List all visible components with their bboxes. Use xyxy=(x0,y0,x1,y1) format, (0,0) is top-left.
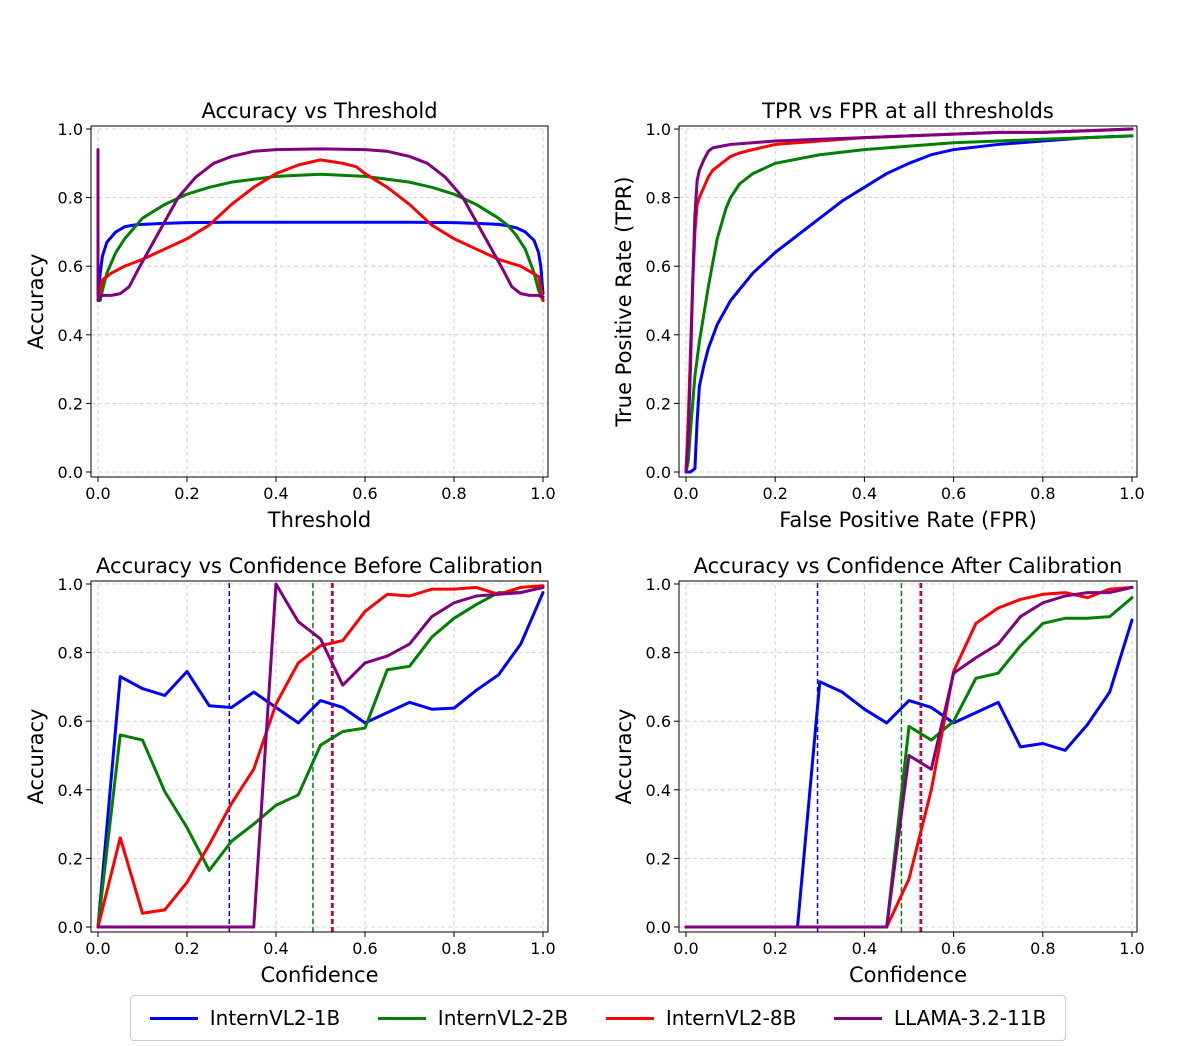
y-tick-label: 0.8 xyxy=(646,189,671,208)
legend-label: InternVL2-8B xyxy=(665,1006,797,1030)
y-tick-label: 0.4 xyxy=(646,326,671,345)
legend-entry: InternVL2-8B xyxy=(605,1006,797,1030)
x-axis-label: False Positive Rate (FPR) xyxy=(779,508,1037,532)
legend-swatch xyxy=(149,1016,198,1020)
chart-panel-1: 0.0 0.2 0.4 0.6 0.8 1.0 0.0 0.2 0.4 0.6 0.8 1.0 Accu… xyxy=(24,99,556,532)
series-line-llama-3-2-11b xyxy=(684,585,1134,929)
x-tick-label: 0.8 xyxy=(1030,939,1055,958)
x-tick-label: 0.6 xyxy=(352,484,377,503)
series-line-internvl2-8b xyxy=(96,584,545,929)
plot-area xyxy=(96,581,545,932)
chart-panel-4: 0.0 0.2 0.4 0.6 0.8 1.0 0.0 0.2 0.4 0.6 0.8 1.0 Accu… xyxy=(612,554,1145,987)
series-line-llama-3-2-11b xyxy=(96,147,545,302)
x-tick-label: 1.0 xyxy=(1119,484,1144,503)
axes-frame xyxy=(678,580,1138,933)
y-tick-label: 0.8 xyxy=(58,189,83,208)
chart-title: Accuracy vs Threshold xyxy=(201,99,437,123)
x-tick-label: 0.6 xyxy=(941,484,966,503)
y-tick-label: 0.0 xyxy=(58,918,83,937)
series-line-internvl2-2b xyxy=(96,172,545,302)
figure: 0.0 0.2 0.4 0.6 0.8 1.0 0.0 0.2 0.4 0.6 0.8 1.0 Accu… xyxy=(24,99,1145,987)
y-tick-label: 1.0 xyxy=(646,575,671,594)
x-axis-label: Confidence xyxy=(849,963,967,987)
y-tick-label: 0.2 xyxy=(58,394,83,413)
y-tick-label: 0.8 xyxy=(646,644,671,663)
x-tick-label: 1.0 xyxy=(530,939,555,958)
series-line-llama-3-2-11b xyxy=(96,582,545,929)
chart-title: Accuracy vs Confidence Before Calibratio… xyxy=(96,554,543,578)
legend-entry: InternVL2-2B xyxy=(377,1006,569,1030)
x-axis-label: Confidence xyxy=(260,963,378,987)
y-tick-label: 0.6 xyxy=(646,257,671,276)
x-tick-label: 0.0 xyxy=(673,484,698,503)
series-line-internvl2-8b xyxy=(684,127,1134,474)
plot-area xyxy=(684,127,1134,474)
y-tick-label: 0.0 xyxy=(58,463,83,482)
x-tick-label: 0.2 xyxy=(174,484,199,503)
x-tick-label: 1.0 xyxy=(530,484,555,503)
series-line-llama-3-2-11b xyxy=(684,127,1134,474)
x-tick-label: 0.8 xyxy=(1030,484,1055,503)
y-tick-label: 1.0 xyxy=(646,120,671,139)
legend-entry: LLAMA-3.2-11B xyxy=(833,1006,1047,1030)
y-axis-label: Accuracy xyxy=(24,709,48,805)
legend-label: InternVL2-1B xyxy=(209,1006,341,1030)
chart-panel-3: 0.0 0.2 0.4 0.6 0.8 1.0 0.0 0.2 0.4 0.6 0.8 1.0 Accu… xyxy=(24,554,556,987)
y-tick-label: 0.4 xyxy=(58,781,83,800)
x-tick-label: 0.0 xyxy=(673,939,698,958)
y-tick-label: 0.2 xyxy=(646,394,671,413)
legend-label: InternVL2-2B xyxy=(437,1006,569,1030)
y-tick-label: 0.6 xyxy=(646,712,671,731)
x-tick-label: 0.0 xyxy=(85,939,110,958)
legend-swatch xyxy=(605,1016,654,1020)
y-tick-label: 0.8 xyxy=(58,644,83,663)
y-tick-label: 0.4 xyxy=(646,781,671,800)
series-line-internvl2-2b xyxy=(684,134,1134,474)
legend: InternVL2-1B InternVL2-2B InternVL2-8B LLAM… xyxy=(130,995,1066,1041)
x-axis-label: Threshold xyxy=(267,508,372,532)
x-tick-label: 0.4 xyxy=(852,484,877,503)
x-tick-label: 0.4 xyxy=(263,939,288,958)
x-tick-label: 1.0 xyxy=(1119,939,1144,958)
y-tick-label: 0.2 xyxy=(58,849,83,868)
x-tick-label: 0.2 xyxy=(762,484,787,503)
series-line-internvl2-2b xyxy=(96,585,545,929)
series-line-internvl2-1b xyxy=(96,591,545,929)
y-tick-label: 0.0 xyxy=(646,918,671,937)
x-tick-label: 0.4 xyxy=(263,484,288,503)
x-tick-label: 0.6 xyxy=(941,939,966,958)
y-axis-label: True Positive Rate (TPR) xyxy=(612,176,636,427)
y-tick-label: 1.0 xyxy=(58,120,83,139)
chart-title: Accuracy vs Confidence After Calibration xyxy=(694,554,1123,578)
series-line-internvl2-1b xyxy=(684,134,1134,474)
y-tick-label: 0.0 xyxy=(646,463,671,482)
y-axis-label: Accuracy xyxy=(612,709,636,805)
y-tick-label: 0.2 xyxy=(646,849,671,868)
series-line-internvl2-8b xyxy=(96,158,545,302)
chart-panel-2: 0.0 0.2 0.4 0.6 0.8 1.0 0.0 0.2 0.4 0.6 0.8 1.0 TPR … xyxy=(612,99,1145,532)
legend-swatch xyxy=(377,1016,426,1020)
y-tick-label: 0.6 xyxy=(58,712,83,731)
x-tick-label: 0.2 xyxy=(174,939,199,958)
y-tick-label: 1.0 xyxy=(58,575,83,594)
x-tick-label: 0.6 xyxy=(352,939,377,958)
axes-frame xyxy=(90,580,549,933)
chart-title: TPR vs FPR at all thresholds xyxy=(761,99,1054,123)
plot-area xyxy=(96,147,545,302)
x-tick-label: 0.4 xyxy=(852,939,877,958)
x-tick-label: 0.8 xyxy=(441,939,466,958)
axes-frame xyxy=(90,125,549,478)
y-tick-label: 0.6 xyxy=(58,257,83,276)
y-tick-label: 0.4 xyxy=(58,326,83,345)
legend-swatch xyxy=(833,1016,882,1020)
y-axis-label: Accuracy xyxy=(24,254,48,350)
series-line-internvl2-1b xyxy=(96,220,545,302)
axes-frame xyxy=(678,125,1138,478)
legend-entry: InternVL2-1B xyxy=(149,1006,341,1030)
plot-area xyxy=(684,581,1134,932)
x-tick-label: 0.8 xyxy=(441,484,466,503)
x-tick-label: 0.2 xyxy=(762,939,787,958)
x-tick-label: 0.0 xyxy=(85,484,110,503)
legend-label: LLAMA-3.2-11B xyxy=(893,1006,1047,1030)
